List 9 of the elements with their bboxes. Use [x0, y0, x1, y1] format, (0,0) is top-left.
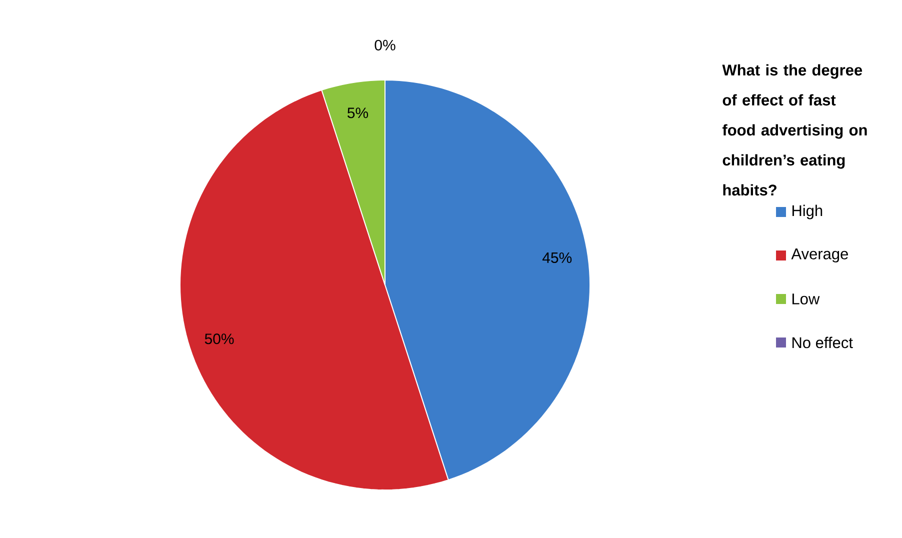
data-label: 50%	[204, 334, 234, 344]
legend-label: High	[792, 204, 822, 220]
text: 0%	[374, 40, 396, 50]
data-label: 5%	[348, 108, 368, 118]
chart-title: What is the degree of effect of fast food advertising on children’s eating habits?	[722, 64, 867, 196]
data-label: 45%	[542, 252, 572, 264]
legend-label: Average	[791, 248, 848, 262]
legend-label: No effect	[792, 336, 853, 348]
legend-label: Low	[792, 294, 820, 304]
